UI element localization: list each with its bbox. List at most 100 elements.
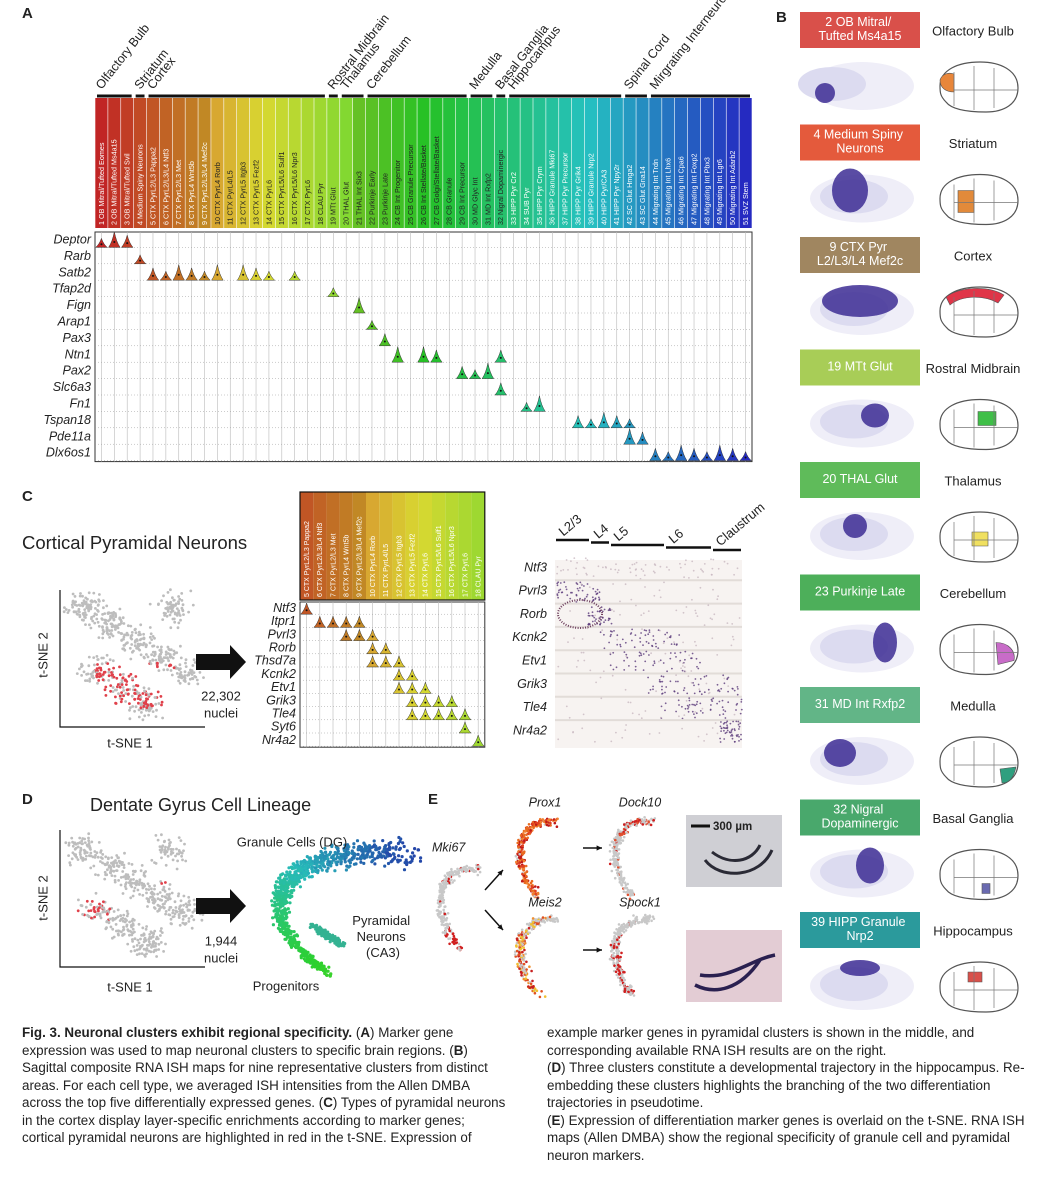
expression-point — [446, 871, 449, 875]
tsne-point — [178, 850, 181, 853]
expression-point — [517, 864, 521, 868]
violin — [262, 270, 276, 281]
tsne-point — [177, 892, 181, 896]
tsne-point — [133, 688, 137, 692]
tsne-point — [148, 659, 152, 663]
ish-dot — [638, 651, 641, 654]
tsne-point — [151, 658, 155, 662]
expression-point — [553, 821, 557, 825]
ish-gene-label: Etv1 — [522, 653, 547, 667]
ish-dot — [710, 704, 712, 706]
tsne-point — [178, 663, 182, 667]
ish-dot — [640, 717, 643, 720]
ish-dot — [612, 668, 615, 671]
cluster-label: 38 HIPP Pyr Grik4 — [573, 166, 582, 225]
violin — [146, 267, 160, 281]
ish-dot — [556, 594, 559, 597]
tsne-point — [143, 689, 146, 693]
trajectory-point — [339, 862, 343, 866]
tsne-point — [168, 844, 171, 847]
ish-dot — [645, 629, 648, 632]
tsne-point — [107, 856, 110, 860]
tsne-point — [92, 591, 96, 595]
brain-patch — [957, 190, 975, 213]
ish-dot — [712, 558, 715, 561]
cluster-header — [445, 492, 459, 600]
cluster-header — [675, 98, 688, 228]
expression-point — [522, 962, 526, 966]
ish-dot — [688, 704, 691, 706]
ish-dot — [675, 674, 677, 676]
ish-dot — [586, 559, 589, 561]
violin-median — [383, 340, 386, 343]
tsne-point — [112, 675, 116, 679]
expression-point — [452, 942, 456, 946]
violin-median — [384, 662, 387, 665]
ish-dot — [630, 598, 633, 601]
expression-point — [475, 866, 478, 869]
tsne-point — [175, 614, 179, 617]
trajectory-point — [367, 849, 371, 853]
tsne-point — [86, 597, 89, 601]
trajectory-point — [279, 910, 283, 915]
ish-dot — [662, 675, 665, 678]
expression-point — [622, 890, 626, 893]
ish-dot — [557, 581, 560, 584]
violin-median — [332, 292, 335, 295]
trajectory-point — [274, 903, 278, 907]
ish-dot — [703, 624, 706, 627]
tsne-point — [129, 896, 133, 900]
tsne-point — [139, 623, 143, 627]
tsne-point — [97, 912, 101, 916]
ish-dot — [652, 688, 654, 691]
tsne-point — [140, 933, 143, 937]
gene-label: Slc6a3 — [53, 380, 91, 394]
tsne-point — [103, 870, 107, 874]
violin — [159, 270, 173, 281]
ish-dot — [570, 560, 572, 563]
tsne-point — [136, 697, 140, 700]
brain-lines — [953, 741, 1018, 785]
trajectory-point — [335, 863, 339, 867]
expression-point — [534, 892, 538, 896]
tsne-point — [146, 882, 150, 886]
ish-dot — [724, 732, 727, 735]
expression-point — [452, 939, 456, 943]
tsne-point — [84, 623, 87, 626]
violin — [430, 349, 443, 363]
tsne-point — [150, 638, 154, 641]
violin — [623, 418, 637, 429]
expression-point — [539, 820, 543, 824]
tsne-point — [142, 686, 146, 690]
trajectory-point — [296, 863, 300, 867]
trajectory-point — [373, 862, 377, 866]
ish-dot — [629, 567, 631, 569]
trajectory-point — [316, 932, 320, 936]
expression-point — [622, 922, 626, 926]
tsne-point — [90, 900, 94, 903]
ish-signal — [815, 83, 835, 103]
ish-dot — [688, 699, 691, 702]
cluster-header — [288, 98, 301, 228]
violin — [481, 362, 495, 379]
ish-dot — [687, 707, 689, 710]
tsne-point — [122, 644, 126, 647]
ish-dot — [644, 634, 647, 637]
expression-point — [615, 868, 618, 872]
tsne-point — [147, 706, 151, 710]
expression-point — [521, 872, 524, 876]
cluster-label: 24 CB Int Progenitor — [393, 159, 402, 225]
ish-dot — [613, 610, 615, 613]
expression-point — [517, 838, 520, 842]
trajectory-point — [311, 954, 315, 959]
ish-dot — [648, 631, 651, 633]
tsne-point — [129, 657, 133, 661]
violin-median — [718, 454, 721, 457]
tsne-point — [116, 626, 120, 630]
tsne-point — [162, 668, 166, 672]
ish-dot — [718, 700, 721, 703]
tsne-point — [167, 895, 171, 899]
ish-dot — [633, 646, 636, 649]
tsne-point — [170, 673, 174, 677]
expression-point — [521, 950, 524, 954]
